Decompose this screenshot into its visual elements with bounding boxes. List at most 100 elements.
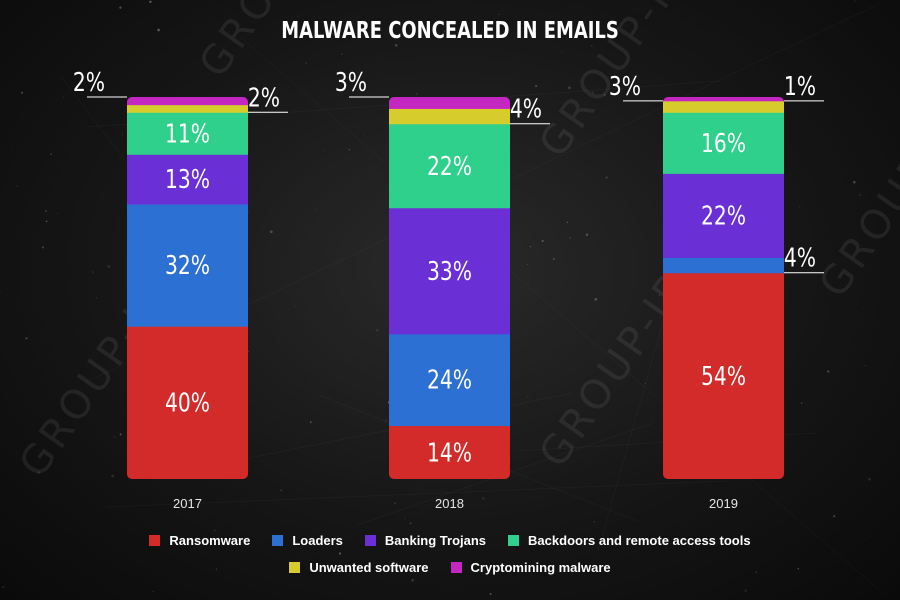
x-tick-label: 2017: [173, 496, 202, 511]
legend: Ransomware Loaders Banking Trojans Backdoor…: [0, 533, 900, 587]
background-dot: [409, 522, 412, 525]
background-dot: [868, 477, 871, 481]
data-label: 3%: [609, 71, 641, 101]
background-dot: [157, 28, 160, 32]
background-dot: [541, 239, 544, 243]
background-dot: [443, 30, 446, 32]
background-dot: [107, 265, 111, 268]
background-dot: [111, 474, 114, 478]
legend-swatch: [149, 535, 161, 546]
background-dot: [633, 8, 635, 10]
background-dot: [310, 377, 311, 379]
background-dot: [529, 245, 532, 248]
background-dot: [151, 22, 153, 23]
background-line: [106, 480, 728, 508]
legend-label: Cryptomining malware: [470, 560, 611, 575]
bar-segment-unwanted-software-2018: [389, 108, 510, 125]
background-dot: [594, 298, 598, 301]
background-dot: [489, 593, 492, 595]
background-dot: [568, 86, 571, 90]
data-label: 32%: [165, 251, 210, 281]
data-label: 40%: [165, 388, 210, 418]
background-dot: [16, 184, 19, 187]
background-dot: [25, 337, 28, 340]
background-dot: [363, 133, 366, 135]
bar-group-2019: 54% 4% 22% 16% 3% 1% 2019: [609, 71, 824, 511]
bar-stack-2018: [389, 97, 510, 479]
background-dot: [474, 565, 476, 567]
background-dot: [309, 421, 312, 424]
background-dot: [833, 515, 836, 518]
background-dot: [404, 517, 406, 520]
background-line: [237, 34, 880, 591]
background-dot: [864, 364, 867, 367]
background-dot: [603, 93, 606, 96]
background-dot: [658, 294, 660, 296]
background-dot: [526, 395, 529, 398]
background-dot: [215, 568, 217, 570]
background-dot: [526, 264, 528, 266]
background-dot: [588, 4, 590, 5]
background-dot: [853, 180, 856, 184]
background-dot: [711, 81, 712, 83]
background-dot: [95, 297, 98, 299]
data-label: 3%: [335, 68, 367, 98]
data-label: 22%: [427, 151, 472, 181]
bar-segment-cryptomining-malware-2018: [389, 97, 510, 109]
background-dot: [394, 502, 396, 504]
legend-swatch: [450, 562, 462, 573]
background-dot: [50, 153, 52, 155]
background-dot: [744, 589, 747, 592]
background-dot: [548, 230, 550, 231]
bar-segment-banking-trojans-2017: [127, 154, 248, 205]
background-dot: [384, 419, 388, 422]
bar-segment-ransomware-2019: [663, 272, 784, 479]
background-dot: [566, 221, 569, 224]
background-dot: [357, 170, 359, 171]
data-label: 14%: [427, 438, 472, 468]
legend-swatch: [508, 535, 520, 546]
bar-group-2017: 40% 32% 13% 11% 2% 2% 2017: [73, 68, 288, 511]
data-label: 2%: [248, 83, 280, 113]
background-dot: [270, 230, 273, 234]
data-label: 54%: [701, 361, 746, 391]
background-dot: [798, 206, 801, 208]
background-dot: [827, 370, 830, 373]
background-dot: [323, 149, 325, 151]
background-dot: [644, 382, 646, 385]
legend-item: Ransomware: [149, 533, 250, 548]
background-dot: [248, 350, 250, 352]
background-dot: [591, 91, 595, 94]
background-dot: [863, 308, 864, 310]
data-label: 16%: [701, 128, 746, 158]
background-dot: [870, 535, 872, 537]
background-dot: [804, 340, 806, 342]
bar-segment-backdoors-and-remote-access-tools-2018: [389, 123, 510, 209]
background-dot: [11, 146, 13, 148]
background-dot: [294, 305, 296, 307]
background-dot: [247, 210, 250, 213]
data-label: 2%: [73, 68, 105, 98]
background-dot: [297, 16, 298, 17]
background-dot: [394, 43, 398, 47]
data-label: 4%: [784, 243, 816, 273]
background-dot: [858, 194, 861, 196]
background-dot: [652, 191, 653, 193]
background-dot: [854, 0, 856, 2]
background-dot: [755, 571, 758, 574]
background-dot: [498, 13, 500, 16]
background-dot: [557, 59, 558, 61]
background-dot: [348, 149, 350, 151]
chart-title: MALWARE CONCEALED IN EMAILS: [281, 18, 619, 44]
background-dot: [316, 209, 317, 211]
background-dot: [121, 133, 124, 136]
background-dot: [213, 529, 216, 532]
bar-segment-cryptomining-malware-2019: [663, 97, 784, 102]
legend-row: Ransomware Loaders Banking Trojans Backdoor…: [0, 533, 900, 548]
legend-label: Unwanted software: [309, 560, 429, 575]
background-dot: [338, 552, 342, 555]
background-dot: [552, 258, 555, 260]
bar-segment-ransomware-2017: [127, 326, 248, 479]
bar-segment-cryptomining-malware-2017: [127, 97, 248, 106]
